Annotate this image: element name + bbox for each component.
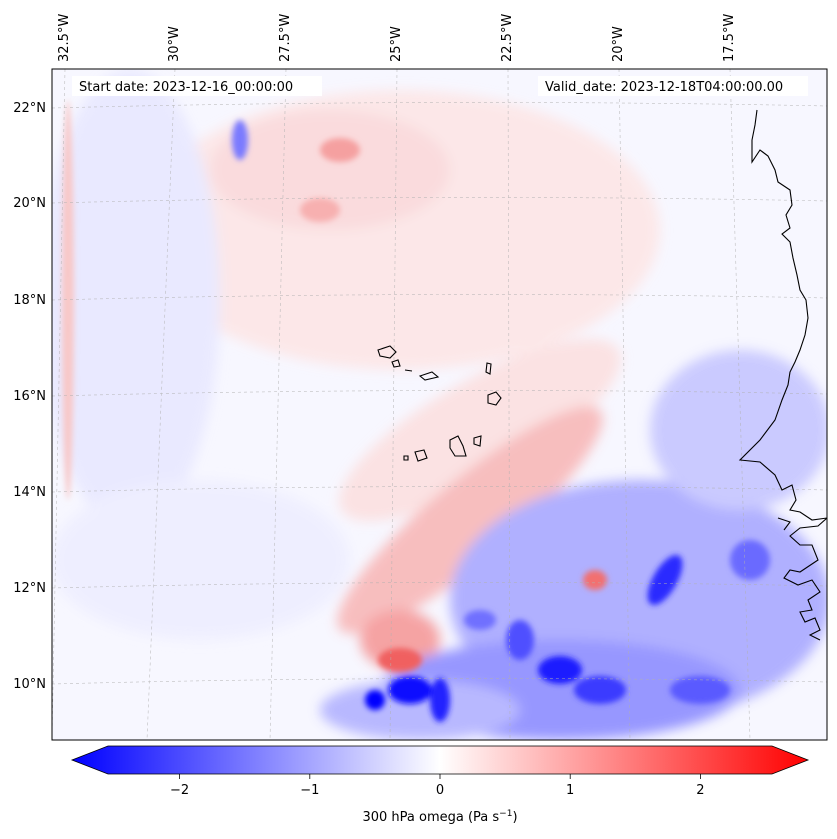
start-date-box	[72, 76, 322, 96]
brava-island	[403, 455, 409, 461]
colorbar-tick-label: 1	[566, 783, 574, 798]
start-date-text: Start date: 2023-12-16_00:00:00	[79, 80, 293, 95]
valid-date-box	[538, 76, 808, 96]
omega-field	[52, 69, 827, 740]
lon-label: 17.5°W	[722, 14, 737, 62]
colorbar-tick-label: 2	[696, 783, 704, 798]
lat-labels: 22°N 20°N 18°N 16°N 14°N 12°N 10°N	[13, 101, 46, 692]
canary-coast-detail	[777, 517, 791, 531]
colorbar: −2 −1 0 1 2 300 hPa omega (Pa s−1)	[70, 745, 810, 825]
lat-label: 14°N	[13, 485, 46, 500]
graticule	[52, 69, 827, 740]
lat-label: 12°N	[13, 581, 46, 596]
sal-island	[485, 362, 492, 375]
map-frame	[51, 68, 828, 741]
lat-label: 10°N	[13, 677, 46, 692]
colorbar-tick-label: −2	[170, 783, 189, 798]
lat-label: 18°N	[13, 293, 46, 308]
lon-labels: 32.5°W 30°W 27.5°W 25°W 22.5°W 20°W 17.5…	[57, 14, 737, 62]
lon-label: 22.5°W	[500, 14, 515, 62]
colorbar-ticks: −2 −1 0 1 2	[170, 774, 705, 798]
santo-antao-island	[377, 345, 397, 359]
africa-coastline	[738, 109, 827, 641]
lon-label: 32.5°W	[57, 14, 72, 62]
colorbar-label: 300 hPa omega (Pa s−1)	[362, 809, 517, 825]
sao-vicente-island	[391, 359, 401, 368]
lat-label: 20°N	[13, 196, 46, 211]
lon-label: 30°W	[167, 26, 182, 62]
sao-nicolau-island	[404, 369, 440, 381]
maio-island	[473, 435, 482, 447]
lon-label: 20°W	[611, 26, 626, 62]
colorbar-bar	[70, 745, 810, 775]
lat-label: 22°N	[13, 101, 46, 116]
colorbar-tick-label: −1	[300, 783, 319, 798]
lon-label: 27.5°W	[278, 14, 293, 62]
valid-date-text: Valid_date: 2023-12-18T04:00:00.00	[545, 80, 783, 95]
santiago-island	[449, 435, 467, 457]
colorbar-tick-label: 0	[436, 783, 444, 798]
lat-label: 16°N	[13, 389, 46, 404]
lon-label: 25°W	[389, 26, 404, 62]
fogo-island	[414, 449, 428, 462]
coastline	[377, 109, 827, 641]
boa-vista-island	[487, 391, 502, 406]
